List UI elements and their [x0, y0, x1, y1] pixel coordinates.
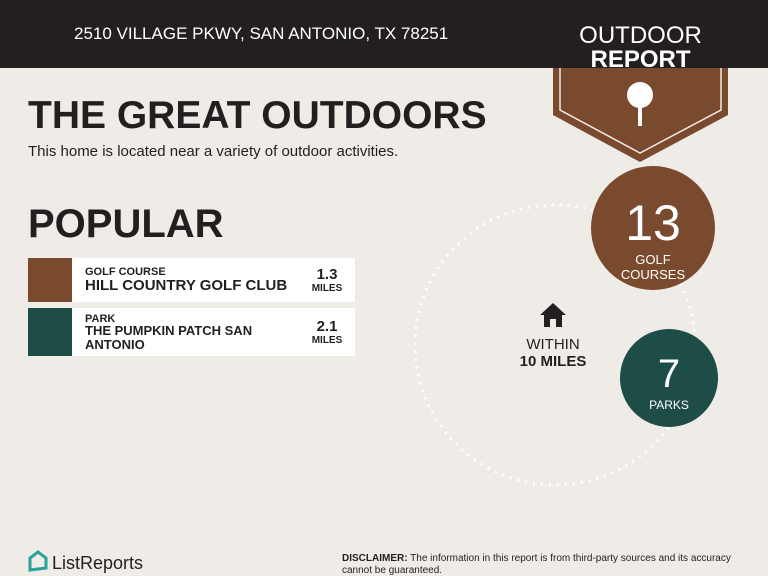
title: THE GREAT OUTDOORS	[28, 94, 487, 137]
subtitle: This home is located near a variety of o…	[28, 143, 399, 160]
section-heading: POPULAR	[28, 202, 224, 246]
park-icon	[28, 308, 72, 356]
tree-icon	[627, 82, 653, 126]
golf-circle	[591, 166, 715, 290]
distance-value: 2.1	[316, 318, 338, 335]
disclaimer-text: The information in this report is from t…	[342, 553, 731, 576]
count-label: GOLF COURSES	[620, 252, 686, 282]
count-label: PARKS	[649, 398, 689, 412]
list-item: PARK THE PUMPKIN PATCH SAN ANTONIO 2.1 MI…	[28, 308, 355, 356]
radius-text: WITHIN 10 MILES	[503, 336, 603, 370]
category: PARK	[85, 313, 116, 325]
badge-line: OUTDOOR	[579, 22, 702, 49]
distance-value: 1.3	[316, 266, 338, 283]
place-name: HILL COUNTRY GOLF CLUB	[85, 277, 288, 294]
park-count: 7 PARKS	[620, 352, 718, 412]
distance-unit: MILES	[311, 283, 343, 294]
distance: 2.1 MILES	[307, 318, 347, 346]
brand: ListReports	[52, 553, 144, 573]
badge-line: REPORT	[590, 46, 691, 73]
list-item: GOLF COURSE HILL COUNTRY GOLF CLUB 1.3 MI…	[28, 258, 355, 302]
golf-icon	[28, 258, 72, 302]
address: 2510 VILLAGE PKWY, SAN ANTONIO, TX 78251	[74, 24, 449, 43]
home-icon-small	[540, 303, 566, 327]
header-bar	[0, 0, 768, 68]
golf-count: 13 GOLF COURSES	[591, 196, 715, 282]
radius-line: WITHIN	[526, 336, 580, 353]
park-circle	[620, 329, 718, 427]
category: GOLF COURSE	[85, 266, 166, 278]
count: 13	[625, 195, 681, 251]
disclaimer: DISCLAIMER: The information in this repo…	[342, 553, 742, 576]
badge-text: OUTDOOR REPORT	[553, 24, 728, 72]
count: 7	[657, 352, 681, 396]
distance-unit: MILES	[311, 335, 343, 346]
badge-outline	[559, 0, 722, 154]
listreports-logo	[28, 550, 48, 572]
radius-line: 10 MILES	[519, 353, 587, 370]
distance: 1.3 MILES	[307, 266, 347, 294]
place-name: THE PUMPKIN PATCH SAN ANTONIO	[85, 323, 253, 352]
disclaimer-label: DISCLAIMER:	[342, 553, 408, 564]
